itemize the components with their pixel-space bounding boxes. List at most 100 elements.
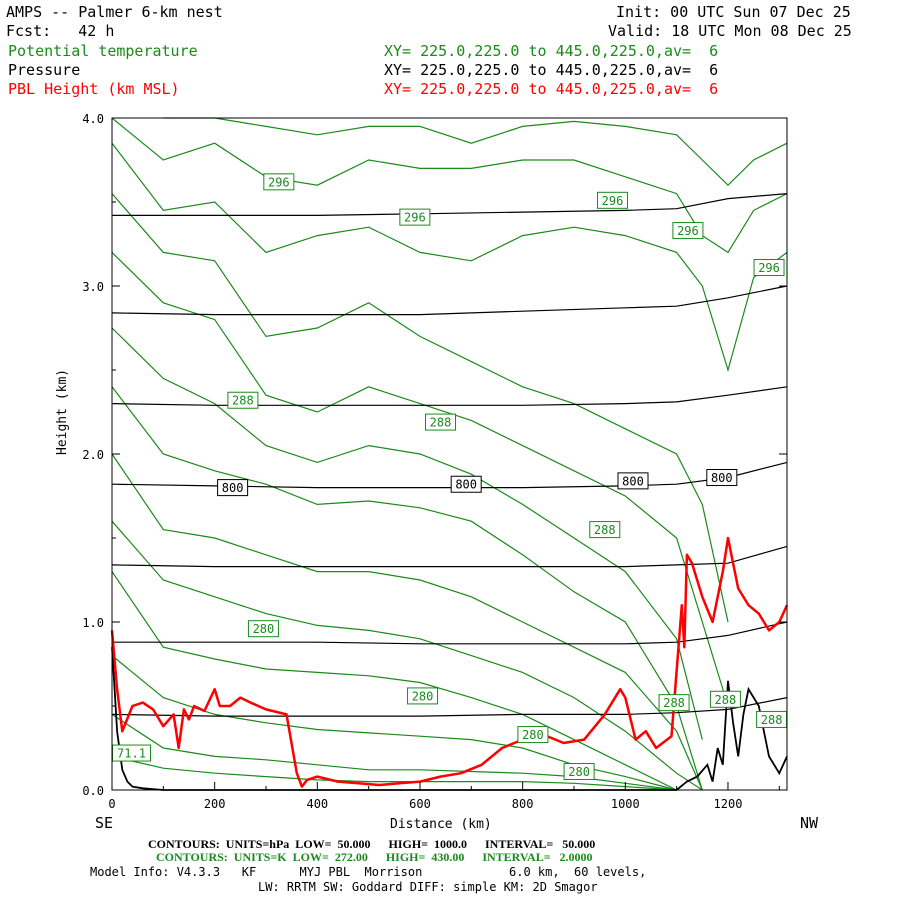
- footer-theta-contours: CONTOURS: UNITS=K LOW= 272.00 HIGH= 430.…: [156, 850, 593, 864]
- x-tick-label-0: 0: [108, 797, 115, 811]
- x-tick-label-1200: 1200: [714, 797, 743, 811]
- pressure-label-0-text: 800: [222, 481, 244, 495]
- isentrope-294: [111, 193, 729, 623]
- theta-label-3-box: [672, 222, 704, 240]
- isentrope-284: [111, 520, 703, 791]
- pbl-height-line: [110, 536, 789, 788]
- valid-time: Valid: 18 UTC Mon 08 Dec 25: [608, 22, 852, 40]
- theta-label-13: 288: [709, 690, 741, 708]
- x-tick-label-800: 800: [512, 797, 534, 811]
- theta-label-15-text: 71.1: [117, 747, 146, 761]
- theta-label-1-text: 296: [404, 211, 426, 225]
- theta-label-2: 296: [596, 191, 628, 209]
- legend-pressure-xy: XY= 225.0,225.0 to 445.0,225.0,av= 6: [384, 61, 719, 79]
- isobar-700: [111, 285, 788, 316]
- theta-label-0-box: [263, 173, 295, 191]
- theta-label-15-box: [112, 744, 152, 762]
- theta-label-0-text: 296: [268, 175, 290, 189]
- theta-label-14: 288: [756, 710, 788, 728]
- theta-label-12-box: [658, 694, 690, 712]
- axes: 0 200 400 600 800 1000 1200 0.0 1.0 2.0 3.0 4.0: [82, 112, 787, 811]
- theta-label-11: 280: [563, 763, 595, 781]
- footer-pressure-contours: CONTOURS: UNITS=hPa LOW= 50.000 HIGH= 10…: [148, 837, 596, 851]
- plot-frame: [111, 117, 788, 791]
- theta-label-0: 296: [263, 173, 295, 191]
- theta-label-8-box: [247, 620, 279, 638]
- theta-label-5: 288: [227, 391, 259, 409]
- footer-model-info-2: LW: RRTM SW: Goddard DIFF: simple KM: 2D…: [258, 880, 598, 894]
- theta-label-3-text: 296: [677, 224, 699, 238]
- theta-label-15: 71.1: [112, 744, 152, 762]
- pbl-height-series: [110, 536, 789, 788]
- x-tick-label-1000: 1000: [611, 797, 640, 811]
- theta-label-6-box: [425, 413, 457, 431]
- footer-model-info: Model Info: V4.3.3 KF MYJ PBL Morrison 6…: [90, 865, 647, 879]
- y-axis-label: Height (km): [55, 368, 70, 455]
- legend-pressure-label: Pressure: [8, 61, 81, 79]
- isentrope-276: [111, 755, 677, 791]
- theta-label-8: 280: [247, 620, 279, 638]
- x-axis-label: Distance (km): [390, 817, 492, 832]
- isentrope-286: [111, 453, 703, 791]
- theta-label-11-box: [563, 763, 595, 781]
- terrain-profile: [111, 647, 788, 791]
- theta-label-5-box: [227, 391, 259, 409]
- x-tick-label-600: 600: [409, 797, 431, 811]
- theta-label-4: 296: [753, 259, 785, 277]
- contour-labels: 296 296 296 296 296 288 288 288 280 280 280 280 288 2…: [112, 173, 788, 781]
- theta-label-5-text: 288: [232, 394, 254, 408]
- isentrope-298: [111, 117, 788, 254]
- theta-label-10: 280: [517, 726, 549, 744]
- x-tick-label-200: 200: [204, 797, 226, 811]
- theta-label-11-text: 280: [568, 765, 590, 779]
- chart-title: AMPS -- Palmer 6-km nest: [6, 3, 223, 21]
- pressure-label-2-text: 800: [622, 474, 644, 488]
- theta-label-14-text: 288: [761, 713, 783, 727]
- theta-label-4-text: 296: [758, 261, 780, 275]
- y-tick-label-4.0: 4.0: [82, 112, 104, 126]
- terrain-line: [111, 647, 788, 791]
- init-time: Init: 00 UTC Sun 07 Dec 25: [616, 3, 851, 21]
- isentrope-282: [111, 571, 677, 791]
- theta-label-13-text: 288: [715, 693, 737, 707]
- y-tick-label-3.0: 3.0: [82, 280, 104, 294]
- theta-label-6: 288: [425, 413, 457, 431]
- isentrope-292: [111, 251, 729, 707]
- pressure-label-3-box: [706, 469, 738, 487]
- y-tick-label-1.0: 1.0: [82, 616, 104, 630]
- theta-label-4-box: [753, 259, 785, 277]
- theta-label-6-text: 288: [430, 416, 452, 430]
- pressure-label-1: 800: [450, 475, 482, 493]
- theta-label-12-text: 288: [663, 696, 685, 710]
- isentrope-296: [111, 142, 788, 373]
- pressure-label-2-box: [617, 472, 649, 490]
- pressure-label-3: 800: [706, 469, 738, 487]
- theta-isentropes: [111, 117, 788, 791]
- theta-label-3: 296: [672, 222, 704, 240]
- isobar-650: [112, 193, 788, 216]
- pressure-label-1-box: [450, 475, 482, 493]
- isobar-850: [111, 545, 788, 568]
- theta-label-9-text: 280: [412, 689, 434, 703]
- y-tick-label-0.0: 0.0: [82, 784, 104, 798]
- theta-label-1-box: [399, 208, 431, 226]
- isentrope-300: [163, 117, 788, 187]
- theta-label-7: 288: [589, 521, 621, 539]
- theta-label-9-box: [407, 687, 439, 705]
- theta-label-13-box: [709, 690, 741, 708]
- isobar-900: [112, 621, 788, 645]
- pressure-label-0: 800: [217, 479, 249, 497]
- legend-pbl-label: PBL Height (km MSL): [8, 80, 180, 98]
- theta-label-9: 280: [407, 687, 439, 705]
- legend-pbl-xy: XY= 225.0,225.0 to 445.0,225.0,av= 6: [384, 80, 719, 98]
- nw-label: NW: [800, 814, 819, 832]
- theta-label-8-text: 280: [253, 622, 275, 636]
- isobar-950: [111, 697, 788, 717]
- theta-label-2-text: 296: [602, 194, 624, 208]
- pressure-label-2: 800: [617, 472, 649, 490]
- theta-label-1: 296: [399, 208, 431, 226]
- theta-label-2-box: [596, 191, 628, 209]
- isentrope-290: [111, 327, 703, 740]
- theta-label-10-box: [517, 726, 549, 744]
